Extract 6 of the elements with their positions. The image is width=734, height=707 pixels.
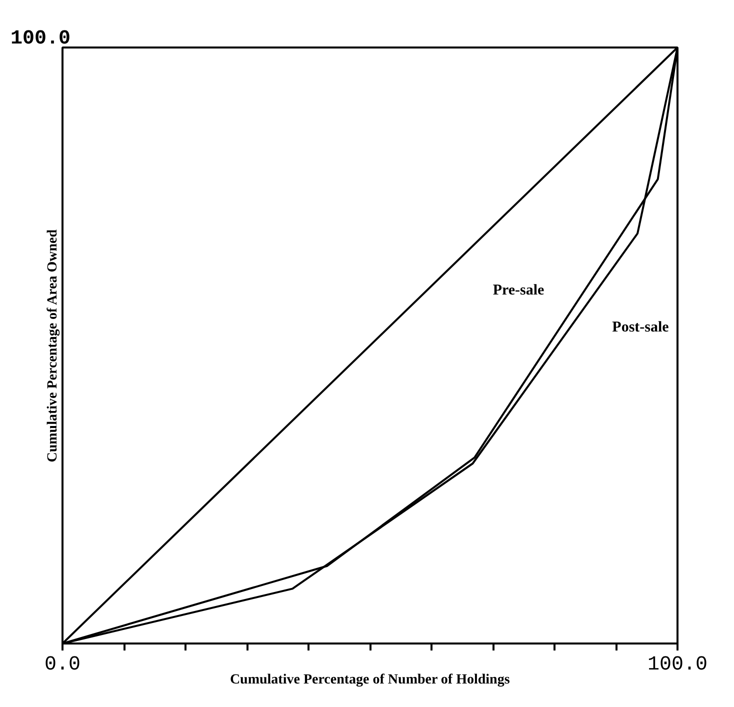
x-axis-title: Cumulative Percentage of Number of Holdings: [230, 672, 510, 688]
y-axis-title: Cumulative Percentage of Area Owned: [46, 229, 60, 462]
annotation: 100.0: [10, 28, 71, 50]
annotation: Pre-sale: [492, 282, 545, 298]
annotation: Post-sale: [612, 320, 670, 336]
x-tick-label: 0.0: [44, 654, 81, 676]
